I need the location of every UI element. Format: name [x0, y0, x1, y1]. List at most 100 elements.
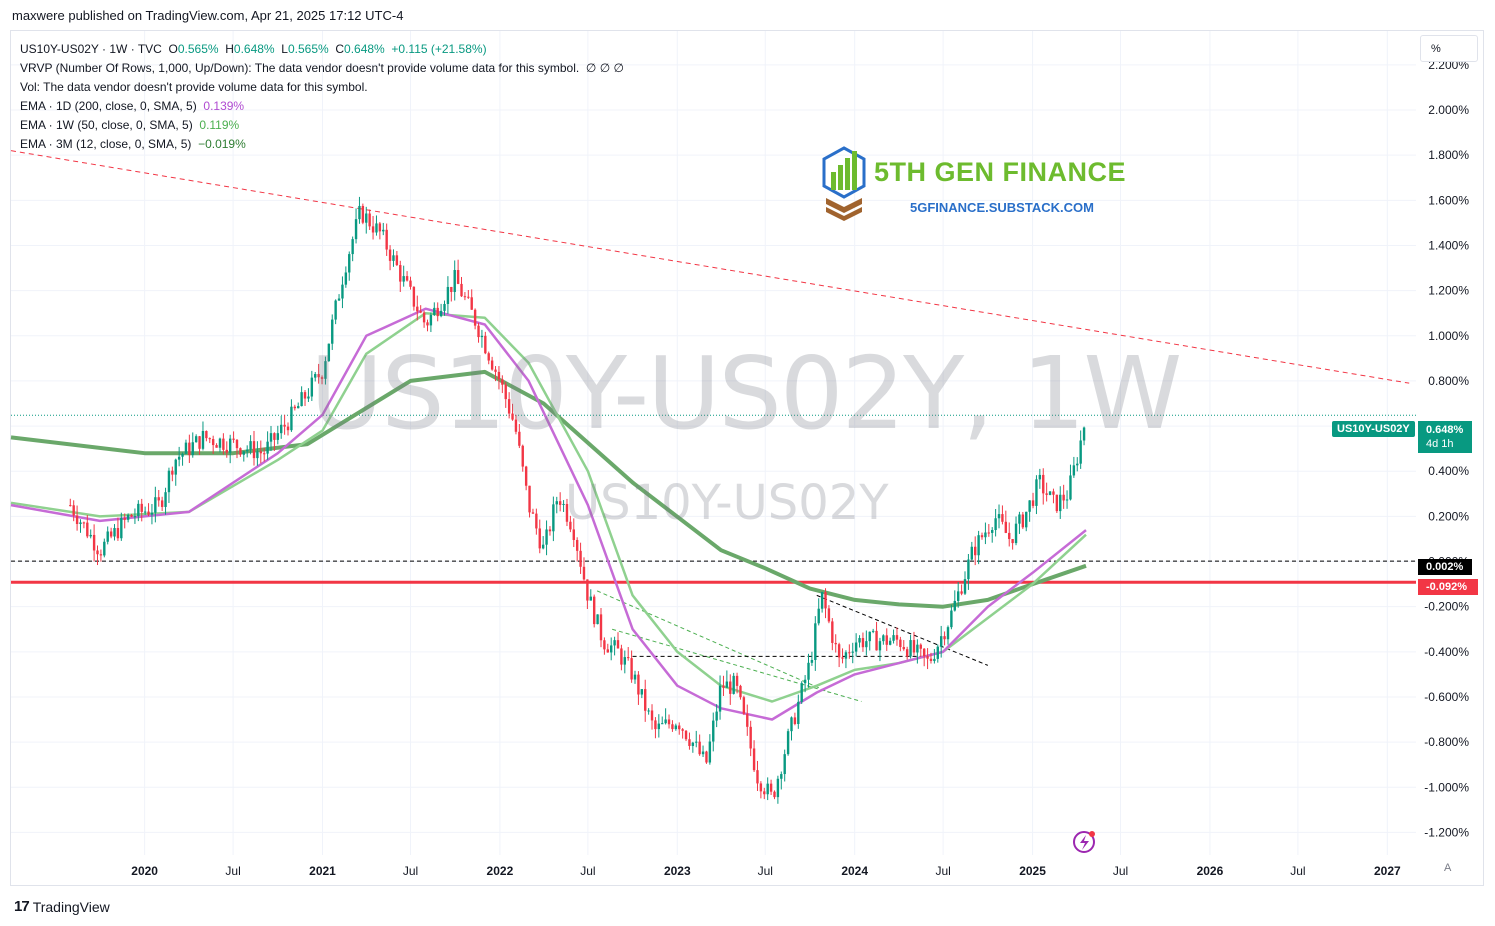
chart-frame[interactable]	[10, 30, 1484, 886]
x-tick-label: 2025	[1019, 864, 1046, 878]
candle-body	[324, 361, 327, 379]
candle-body	[661, 723, 664, 725]
candle-body	[249, 441, 252, 450]
candle-body	[354, 219, 358, 240]
x-tick-label: Jul	[403, 864, 418, 878]
candle-body	[916, 644, 919, 653]
candle-body	[218, 438, 222, 448]
candle-body	[280, 424, 283, 434]
candle-body	[242, 451, 245, 455]
candle-body	[1035, 479, 1038, 506]
candle-body	[177, 456, 181, 460]
candle-body	[922, 648, 926, 657]
candle-body	[562, 503, 565, 505]
legend-vol-row[interactable]: Vol: The data vendor doesn't provide vol…	[20, 78, 624, 97]
candle-body	[939, 636, 943, 647]
candle-body	[837, 644, 841, 658]
candle-body	[245, 449, 249, 452]
candle-body	[1065, 499, 1069, 501]
y-tick-label: 0.200%	[1428, 509, 1469, 523]
candle-body	[780, 774, 783, 779]
candle-body	[1062, 494, 1065, 501]
candle-body	[205, 431, 208, 439]
y-tick-label: -0.800%	[1424, 735, 1469, 749]
candle-body	[463, 296, 467, 298]
candle-body	[283, 424, 286, 427]
candle-body	[337, 298, 341, 301]
candle-body	[803, 679, 807, 684]
candle-body	[657, 723, 661, 730]
candle-body	[259, 451, 262, 454]
candle-body	[674, 725, 678, 730]
candle-body	[208, 438, 211, 440]
candle-body	[211, 439, 215, 446]
candle-body	[739, 685, 742, 698]
candle-body	[348, 254, 351, 273]
candle-body	[130, 514, 133, 517]
legend-ema1-row[interactable]: EMA · 1D (200, close, 0, SMA, 5) 0.139%	[20, 97, 624, 116]
resistance-trendline	[10, 150, 1410, 384]
legend-main-row[interactable]: US10Y-US02Y · 1W · TVC O0.565% H0.648% L…	[20, 40, 624, 59]
candle-body	[1082, 427, 1086, 441]
y-tick-label: -0.600%	[1424, 690, 1469, 704]
candle-body	[752, 748, 756, 771]
candle-body	[320, 377, 324, 379]
candle-body	[1069, 475, 1072, 500]
candle-body	[637, 674, 640, 695]
candle-body	[378, 223, 382, 232]
candle-body	[1018, 514, 1021, 524]
candle-body	[759, 783, 763, 792]
percent-scale-button[interactable]: %	[1420, 35, 1478, 62]
candle-body	[256, 451, 259, 459]
x-tick-label: 2027	[1374, 864, 1401, 878]
candle-body	[582, 566, 586, 580]
candle-body	[228, 438, 232, 453]
y-tick-label: 0.800%	[1428, 374, 1469, 388]
candle-body	[960, 591, 963, 594]
candle-body	[484, 335, 487, 354]
candle-body	[589, 596, 592, 601]
candle-body	[695, 741, 698, 743]
candle-body	[936, 646, 939, 659]
candle-body	[290, 406, 293, 431]
candle-body	[1076, 463, 1079, 466]
candle-body	[671, 724, 674, 730]
legend-vrvp-values: ∅ ∅ ∅	[585, 61, 624, 75]
candle-body	[487, 353, 490, 361]
candle-body	[501, 379, 504, 385]
candle-body	[854, 642, 858, 652]
candle-body	[895, 635, 899, 640]
candle-body	[535, 513, 538, 529]
candle-body	[892, 635, 895, 641]
candle-body	[905, 649, 909, 657]
candle-body	[555, 501, 558, 505]
candle-body	[266, 441, 269, 454]
candle-body	[882, 635, 885, 642]
candle-body	[490, 360, 494, 370]
candle-body	[732, 675, 735, 694]
candle-body	[987, 532, 991, 534]
candle-body	[623, 657, 627, 665]
candle-body	[746, 713, 749, 727]
candle-body	[1055, 494, 1059, 512]
tradingview-brand[interactable]: 17 TradingView	[14, 898, 110, 915]
candle-body	[518, 431, 521, 446]
candle-body	[912, 640, 916, 653]
legend-ema3-row[interactable]: EMA · 3M (12, close, 0, SMA, 5) −0.019%	[20, 135, 624, 154]
candle-body	[667, 719, 671, 725]
symbol-price-tag: US10Y-US02Y	[1332, 421, 1415, 437]
candle-body	[507, 399, 511, 414]
candle-body	[456, 270, 460, 284]
legend-vrvp-row[interactable]: VRVP (Number Of Rows, 1,000, Up/Down): T…	[20, 59, 624, 78]
candle-body	[433, 307, 436, 315]
candle-body	[718, 685, 722, 712]
candle-body	[188, 442, 191, 456]
candle-body	[106, 531, 109, 542]
legend-ema2-row[interactable]: EMA · 1W (50, close, 0, SMA, 5) 0.119%	[20, 116, 624, 135]
candle-body	[116, 528, 120, 539]
auto-scale-button[interactable]: A	[1444, 862, 1452, 874]
channel-top	[596, 590, 830, 693]
candle-body	[644, 689, 647, 711]
candle-body	[103, 541, 106, 556]
